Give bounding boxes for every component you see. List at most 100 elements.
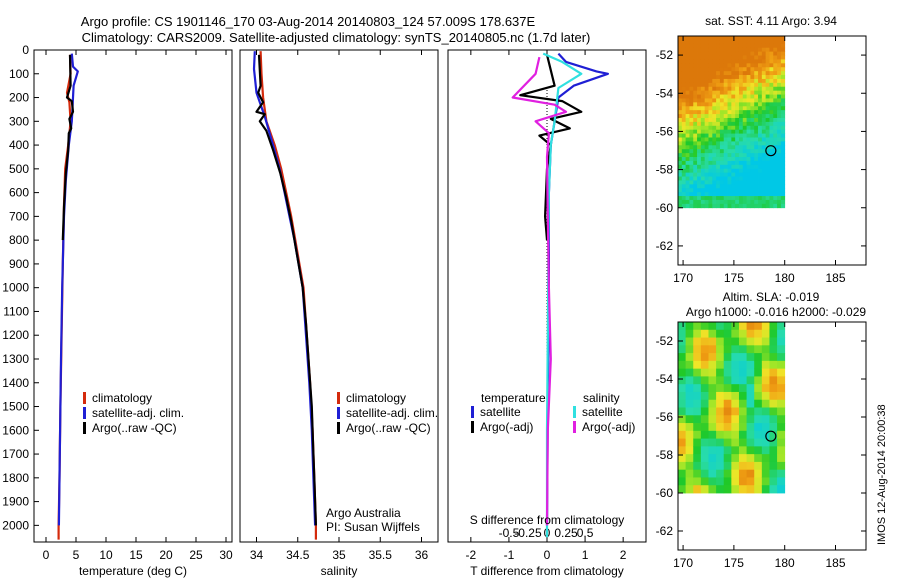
map-cell <box>731 114 736 119</box>
map-cell <box>697 110 702 115</box>
map-cell <box>769 391 778 401</box>
map-cell <box>727 137 732 142</box>
map-cell <box>723 137 728 142</box>
map-cell <box>754 438 763 447</box>
map-cell <box>678 353 687 362</box>
map-cell <box>765 129 770 134</box>
map-cell <box>723 71 728 76</box>
map-cell <box>693 102 698 107</box>
map-cell <box>723 39 728 45</box>
x-tick-label: 34 <box>250 548 264 562</box>
map-cell <box>697 157 702 162</box>
map-cell <box>719 82 725 88</box>
map-cell <box>777 454 786 463</box>
map-cell <box>738 329 747 338</box>
map-cell <box>735 145 740 150</box>
map-cell <box>697 192 702 197</box>
map-cell <box>735 168 740 174</box>
map-cell <box>685 110 690 115</box>
map-cell <box>708 168 713 174</box>
map-cell <box>678 438 687 447</box>
map-cell <box>697 67 702 72</box>
map-cell <box>773 51 778 56</box>
map-cell <box>697 47 702 53</box>
map-cell <box>678 106 683 111</box>
map-cell <box>727 149 732 154</box>
map-cell <box>723 149 728 154</box>
map-cell <box>731 160 736 166</box>
map-cell <box>700 82 706 88</box>
map-cell <box>742 39 747 45</box>
map-cell <box>746 407 755 416</box>
map-cell <box>769 106 774 111</box>
map-cell <box>750 172 755 177</box>
map-cell <box>685 157 690 162</box>
map-cell <box>681 90 687 95</box>
map-cell <box>727 47 732 53</box>
map-cell <box>773 43 778 49</box>
map-cell <box>742 67 747 72</box>
sst-map-image <box>678 36 786 209</box>
map-cell <box>777 82 782 88</box>
map-cell <box>700 407 709 416</box>
map-cell <box>769 67 774 72</box>
map-cell <box>735 71 740 76</box>
map-cell <box>689 63 694 68</box>
map-cell <box>693 133 698 138</box>
map-cell <box>758 168 763 174</box>
x2-tick-label: -0.25 <box>514 526 542 540</box>
map-cell <box>678 407 687 416</box>
map-cell <box>769 485 778 494</box>
map-cell <box>723 129 728 134</box>
map-cell <box>742 192 747 197</box>
map-cell <box>700 329 709 338</box>
map-cell <box>773 110 778 115</box>
map-cell <box>765 184 770 189</box>
map-cell <box>723 384 732 393</box>
map-cell <box>750 192 755 197</box>
map-cell <box>777 94 782 99</box>
map-cell <box>678 188 683 193</box>
map-y-tick-label: -60 <box>656 486 674 500</box>
map-cell <box>777 438 786 447</box>
map-cell <box>700 184 706 189</box>
map-cell <box>769 172 774 177</box>
map-cell <box>716 67 721 72</box>
map-cell <box>746 71 751 76</box>
map-cell <box>693 75 698 80</box>
map-cell <box>727 43 732 49</box>
map-cell <box>685 78 690 84</box>
map-cell <box>681 188 687 193</box>
map-cell <box>761 59 767 64</box>
map-cell <box>727 51 732 56</box>
map-cell <box>758 137 763 142</box>
map-cell <box>678 196 683 201</box>
map-cell <box>700 153 706 158</box>
legend-entry: satellite-adj. clim. <box>92 406 184 420</box>
map-cell <box>693 180 698 185</box>
map-cell <box>765 55 770 60</box>
map-cell <box>697 188 702 193</box>
map-cell <box>773 59 778 64</box>
map-cell <box>773 75 778 80</box>
map-cell <box>758 160 763 166</box>
map-cell <box>704 55 709 60</box>
map-cell <box>738 51 744 56</box>
map-cell <box>685 391 694 401</box>
map-cell <box>704 180 709 185</box>
map-cell <box>708 39 713 45</box>
map-cell <box>777 407 786 416</box>
map-cell <box>754 360 763 370</box>
map-cell <box>723 399 732 408</box>
map-cell <box>738 114 744 119</box>
map-cell <box>700 36 706 41</box>
map-cell <box>719 98 725 103</box>
map-cell <box>761 36 767 41</box>
map-cell <box>712 71 717 76</box>
map-cell <box>697 164 702 170</box>
map-cell <box>750 59 755 64</box>
map-cell <box>746 51 751 56</box>
map-cell <box>678 172 683 177</box>
map-cell <box>700 90 706 95</box>
y-tick-label: 1000 <box>2 281 29 295</box>
